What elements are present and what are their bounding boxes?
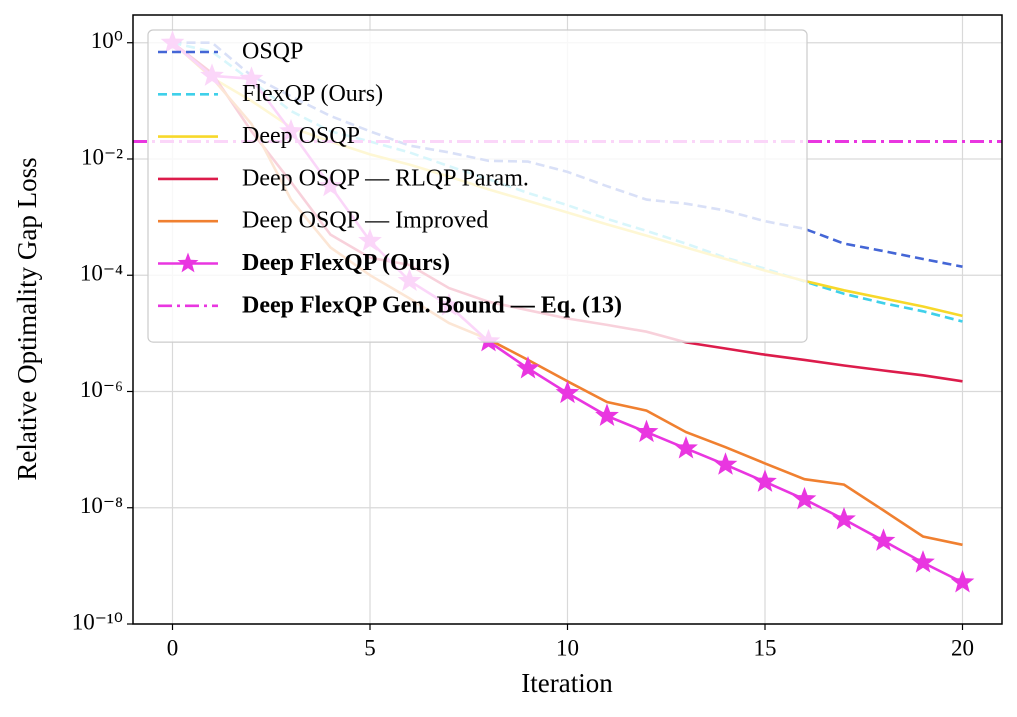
y-tick-label: 10⁻¹⁰ [72, 609, 123, 634]
star-marker [674, 435, 698, 459]
star-marker [871, 528, 896, 551]
legend-box [147, 29, 808, 343]
star-marker [634, 419, 659, 443]
y-axis-label: Relative Optimality Gap Loss [12, 157, 42, 480]
x-tick-label: 20 [951, 635, 974, 660]
star-marker [950, 569, 975, 593]
x-axis-label: Iteration [521, 668, 613, 698]
legend: OSQP FlexQP (Ours) Deep OSQP Deep OSQP — RL… [147, 29, 808, 343]
star-marker [792, 486, 817, 510]
legend-label: Deep OSQP — Improved [242, 208, 488, 234]
legend-label: Deep OSQP — RLQP Param. [242, 165, 529, 191]
y-tick-label: 10⁰ [91, 28, 123, 53]
star-marker [516, 355, 540, 379]
y-tick-label: 10⁻⁶ [80, 377, 123, 402]
legend-label: Deep FlexQP (Ours) [242, 250, 450, 276]
star-marker [753, 469, 777, 492]
legend-label: Deep OSQP [242, 123, 360, 149]
legend-label: OSQP [242, 39, 303, 65]
star-marker [555, 380, 580, 404]
legend-label: Deep FlexQP Gen. Bound — Eq. (13) [242, 292, 622, 318]
y-tick-label: 10⁻⁴ [80, 261, 123, 286]
y-tick-label: 10⁻² [81, 144, 123, 169]
star-marker [832, 506, 856, 530]
x-tick-label: 5 [364, 635, 376, 660]
x-tick-label: 10 [556, 635, 579, 660]
star-marker [595, 403, 619, 426]
legend-marker [177, 252, 199, 273]
star-marker [713, 452, 738, 475]
x-tick-label: 15 [754, 635, 777, 660]
star-marker [911, 550, 935, 573]
axes: 0 5 10 15 20 10⁰ 10⁻² 10⁻⁴ 10⁻⁶ 10⁻⁸ 10⁻¹⁰ [72, 28, 974, 660]
x-tick-label: 0 [167, 635, 179, 660]
y-tick-label: 10⁻⁸ [80, 493, 123, 518]
legend-label: FlexQP (Ours) [242, 81, 383, 107]
